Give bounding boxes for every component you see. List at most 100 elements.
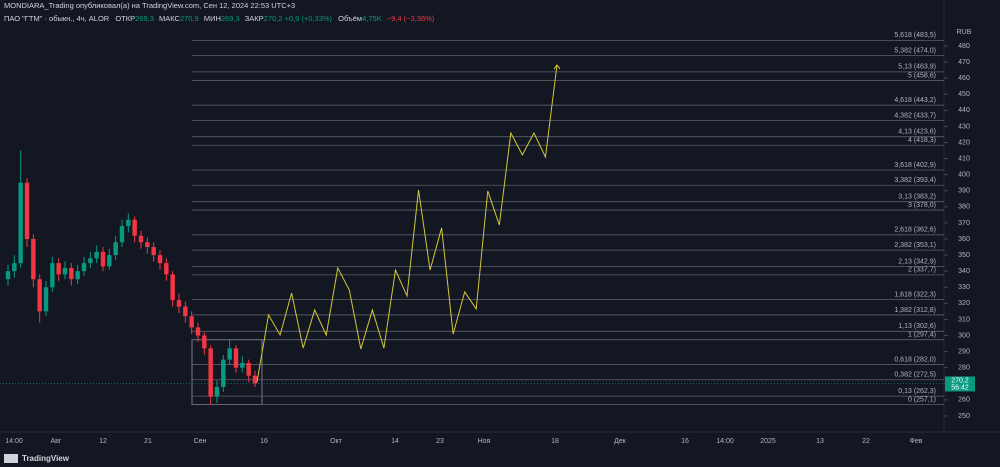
candle-body xyxy=(37,279,42,312)
y-tick-label: 450 xyxy=(958,91,970,98)
candle-body xyxy=(145,242,150,248)
candle-body xyxy=(240,362,245,368)
projection-arrow xyxy=(553,64,561,70)
y-tick-label: 370 xyxy=(958,220,970,227)
fib-label: 1,13 (302,6) xyxy=(898,323,936,330)
y-tick-label: 380 xyxy=(958,204,970,211)
x-tick-label: 14:00 xyxy=(716,438,734,445)
x-tick-label: 23 xyxy=(436,438,444,445)
y-tick-label: 480 xyxy=(958,43,970,50)
fib-label: 2,382 (353,1) xyxy=(894,242,936,249)
x-tick-label: Фев xyxy=(910,438,923,445)
x-tick-label: 12 xyxy=(99,438,107,445)
y-tick-label: 320 xyxy=(958,300,970,307)
fib-label: 1 (297,4) xyxy=(908,332,936,339)
fib-label: 4,13 (423,6) xyxy=(898,129,936,136)
y-tick-label: 300 xyxy=(958,332,970,339)
fib-label: 4,618 (443,2) xyxy=(894,97,936,104)
candle-body xyxy=(24,182,30,239)
high-label: МАКС xyxy=(159,14,181,23)
candle-body xyxy=(119,226,125,243)
candle-body xyxy=(208,348,213,397)
candle-body xyxy=(252,375,258,384)
y-tick-label: 430 xyxy=(958,123,970,130)
x-tick-label: 16 xyxy=(681,438,689,445)
brand: TradingView xyxy=(22,454,70,463)
fib-label: 3,618 (402,9) xyxy=(894,162,936,169)
y-tick-label: 470 xyxy=(958,59,970,66)
fib-label: 0,382 (272,5) xyxy=(894,372,936,379)
x-tick-label: 14 xyxy=(391,438,399,445)
fib-label: 3,13 (383,2) xyxy=(898,194,936,201)
fib-label: 2,618 (362,6) xyxy=(894,227,936,234)
y-tick-label: 360 xyxy=(958,236,970,243)
candle-body xyxy=(56,263,61,275)
fib-label: 4,382 (433,7) xyxy=(894,112,936,119)
candle-body xyxy=(126,219,131,227)
x-tick-label: Ноя xyxy=(478,438,491,445)
candle-body xyxy=(5,271,11,280)
candle-body xyxy=(221,359,226,387)
candle-body xyxy=(164,263,169,275)
y-tick-label: 390 xyxy=(958,188,970,195)
x-tick-label: Авг xyxy=(51,438,62,445)
candle-body xyxy=(151,247,156,256)
candle-body xyxy=(88,258,93,264)
brand-logo xyxy=(4,454,18,463)
candle-body xyxy=(43,287,49,312)
symbol: ПАО "ГТМ" · обыкн., 4ч, ALOR xyxy=(4,14,110,23)
candle-body xyxy=(202,335,207,349)
fib-label: 0,618 (282,0) xyxy=(894,356,936,363)
volume-change: −9,4 (−3,36%) xyxy=(387,14,435,23)
candle-body xyxy=(31,239,36,280)
candle-body xyxy=(69,267,74,280)
candle-body xyxy=(50,263,55,288)
y-tick-label: 250 xyxy=(958,413,970,420)
currency: RUB xyxy=(957,29,972,36)
close: 270,2 +0,9 (+0,33%) xyxy=(264,14,333,23)
candle-body xyxy=(170,274,175,301)
x-tick-label: 21 xyxy=(144,438,152,445)
fib-label: 5,618 (483,5) xyxy=(894,32,936,39)
fib-label: 0 (257,1) xyxy=(908,396,936,403)
candle-body xyxy=(62,267,68,275)
x-tick-label: 16 xyxy=(260,438,268,445)
close-label: ЗАКР xyxy=(245,14,264,23)
candle-body xyxy=(227,348,232,360)
candle-body xyxy=(113,242,118,256)
fib-label: 4 (418,3) xyxy=(908,137,936,144)
open: 269,3 xyxy=(135,14,154,23)
fib-label: 3 (378,0) xyxy=(908,202,936,209)
candle-body xyxy=(107,255,112,267)
candle-body xyxy=(214,386,220,397)
candle-body xyxy=(18,182,23,264)
low: 269,3 xyxy=(221,14,240,23)
candle-body xyxy=(81,263,87,272)
y-tick-label: 260 xyxy=(958,397,970,404)
candle-body xyxy=(75,271,80,280)
candle-body xyxy=(189,316,194,328)
published-line: MONDIARA_Trading опубликовал(а) на Tradi… xyxy=(4,1,295,10)
last-price-label: 270,2 xyxy=(951,377,969,384)
y-tick-label: 330 xyxy=(958,284,970,291)
candle-body xyxy=(94,251,99,259)
candle-body xyxy=(100,251,106,267)
candle-body xyxy=(138,235,144,243)
symbol-line: ПАО "ГТМ" · обыкн., 4ч, ALOR ОТКР269,3 М… xyxy=(4,14,435,23)
y-tick-label: 410 xyxy=(958,155,970,162)
y-tick-label: 460 xyxy=(958,75,970,82)
x-tick-label: 2025 xyxy=(760,438,776,445)
candle-body xyxy=(246,362,251,376)
open-label: ОТКР xyxy=(115,14,135,23)
candle-body xyxy=(176,300,182,307)
y-tick-label: 440 xyxy=(958,107,970,114)
x-tick-label: 14:00 xyxy=(5,438,23,445)
y-tick-label: 280 xyxy=(958,365,970,372)
footer: TradingView xyxy=(4,454,70,463)
high: 270,9 xyxy=(180,14,199,23)
y-tick-label: 340 xyxy=(958,268,970,275)
x-tick-label: Окт xyxy=(330,438,343,445)
candle-body xyxy=(195,327,201,336)
candle-body xyxy=(183,306,188,317)
